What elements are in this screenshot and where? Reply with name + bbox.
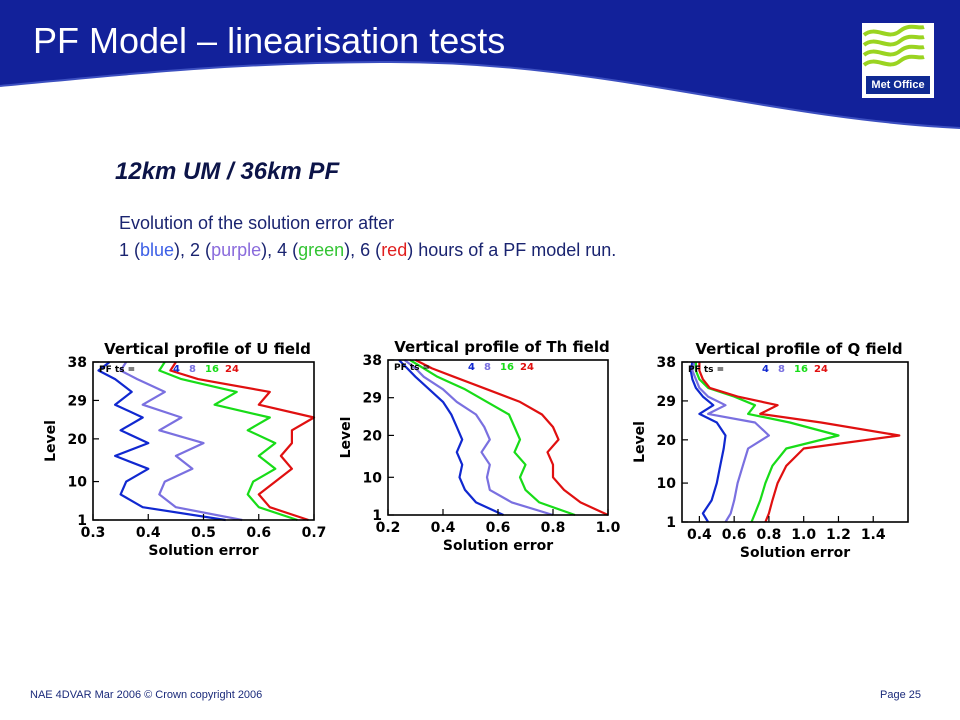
chart-u-ytick-label: 10: [68, 475, 88, 491]
header-background: [0, 0, 960, 129]
chart-th-xtick-label: 1.0: [596, 520, 621, 536]
chart-q-ytick-label: 10: [657, 476, 677, 492]
chart-u-xtick-label: 0.5: [191, 525, 216, 541]
chart-q-xtick-label: 0.8: [757, 527, 782, 543]
chart-u-ytick-label: 1: [77, 513, 87, 529]
desc-purple-word: purple: [211, 240, 262, 260]
chart-th-legend-item: 16: [500, 362, 514, 373]
chart-q-series-8: [691, 361, 770, 523]
desc-red-word: red: [381, 240, 408, 260]
chart-th-series-4: [398, 359, 504, 517]
chart-u-xlabel: Solution error: [148, 543, 258, 559]
chart-q-ytick-label: 29: [657, 394, 676, 410]
chart-q-xtick-label: 1.0: [791, 527, 816, 543]
chart-th-xlabel: Solution error: [443, 538, 553, 554]
chart-q-series-16: [694, 362, 840, 523]
desc-text: ), 2 (: [174, 240, 212, 260]
chart-u-legend-prefix: PF ts =: [99, 365, 135, 375]
chart-q-ylabel: Level: [632, 421, 648, 463]
chart-th-ytick-label: 38: [363, 353, 382, 369]
chart-u-xtick-label: 0.3: [81, 525, 106, 541]
chart-q-ytick-label: 38: [657, 355, 676, 371]
chart-th-xtick-label: 0.4: [431, 520, 456, 536]
chart-th-ylabel: Level: [340, 417, 354, 459]
met-office-logo: Met Office: [862, 23, 934, 98]
logo-text: Met Office: [866, 76, 930, 94]
slide-header: PF Model – linearisation tests Met Offic…: [0, 0, 960, 130]
chart-q-ytick-label: 1: [666, 515, 676, 531]
chart-th-xtick-label: 0.6: [486, 520, 511, 536]
chart-u-series-4: [97, 361, 226, 522]
chart-q-series-4: [689, 361, 727, 523]
chart-q-plot-frame: [681, 361, 909, 523]
chart-u-legend-item: 4: [173, 364, 180, 375]
chart-th-legend-item: 4: [468, 362, 475, 373]
chart-q-xtick-label: 1.4: [861, 527, 886, 543]
chart-q-xtick-label: 0.6: [722, 527, 747, 543]
slide-subtitle: 12km UM / 36km PF: [115, 158, 340, 185]
description-line-2: 1 (blue), 2 (purple), 4 (green), 6 (red)…: [119, 237, 616, 264]
chart-th-legend-prefix: PF ts =: [394, 363, 430, 373]
chart-u-ytick-label: 29: [68, 393, 87, 409]
header-band: [0, 0, 960, 128]
header-edge: [0, 60, 960, 129]
chart-u-xtick-label: 0.6: [246, 525, 271, 541]
chart-q-field: Vertical profile of Q field 1 10 20 29 38 0.4 0…: [632, 340, 909, 561]
desc-text: ) hours of a PF model run.: [407, 240, 617, 260]
chart-q-legend-item: 4: [762, 364, 769, 375]
logo-wave-icon: [862, 24, 925, 67]
chart-th-ytick-label: 29: [363, 391, 382, 407]
chart-th-xtick-label: 0.8: [541, 520, 566, 536]
chart-q-legend-item: 8: [778, 364, 785, 375]
chart-q-title: Vertical profile of Q field: [695, 340, 902, 358]
chart-th-ytick-label: 20: [363, 428, 383, 444]
chart-th-legend-item: 24: [520, 362, 534, 373]
chart-q-xlabel: Solution error: [740, 545, 850, 561]
chart-th-ytick-label: 1: [372, 508, 382, 524]
description: Evolution of the solution error after 1 …: [119, 210, 616, 264]
chart-th-series-16: [409, 359, 576, 517]
desc-blue-word: blue: [140, 240, 175, 260]
chart-th-ytick-label: 10: [363, 470, 383, 486]
chart-th-legend-item: 8: [484, 362, 491, 373]
chart-q-xtick-label: 1.2: [826, 527, 851, 543]
chart-u-series-8: [119, 361, 243, 522]
description-line-1: Evolution of the solution error after: [119, 213, 395, 233]
chart-th-series-24: [415, 359, 609, 517]
chart-u-xtick-label: 0.7: [302, 525, 327, 541]
desc-text: ), 6 (: [344, 240, 382, 260]
chart-th-title: Vertical profile of Th field: [394, 338, 610, 356]
chart-q-ytick-label: 20: [657, 433, 677, 449]
footer-copyright: NAE 4DVAR Mar 2006 © Crown copyright 200…: [30, 689, 263, 701]
chart-q-xtick-label: 0.4: [687, 527, 712, 543]
chart-u-legend-item: 16: [205, 364, 219, 375]
slide-title: PF Model – linearisation tests: [33, 20, 506, 61]
chart-u-plot-frame: [92, 361, 315, 521]
chart-th-xtick-label: 0.2: [376, 520, 401, 536]
desc-text: ), 4 (: [261, 240, 299, 260]
chart-th-series-8: [403, 359, 554, 517]
chart-q-legend-item: 24: [814, 364, 828, 375]
desc-text: 1 (: [119, 240, 141, 260]
chart-u-series-16: [158, 361, 298, 522]
chart-u-xtick-label: 0.4: [136, 525, 161, 541]
footer-page-number: Page 25: [880, 689, 921, 701]
chart-q-legend-item: 16: [794, 364, 808, 375]
desc-green-word: green: [298, 240, 345, 260]
chart-u-legend-item: 8: [189, 364, 196, 375]
chart-th-field: Vertical profile of Th field 1 10 20 29 38 0.2…: [340, 338, 621, 554]
chart-u-title: Vertical profile of U field: [104, 340, 311, 358]
chart-u-series-24: [169, 361, 316, 522]
chart-q-legend-prefix: PF ts =: [688, 365, 724, 375]
chart-u-ytick-label: 20: [68, 432, 88, 448]
chart-u-legend-item: 24: [225, 364, 239, 375]
chart-q-series-24: [698, 362, 901, 523]
chart-u-ylabel: Level: [43, 420, 59, 462]
chart-u-ytick-label: 38: [68, 355, 87, 371]
chart-u-field: Vertical profile of U field 1 10 20 29 38 0.3 0…: [43, 340, 327, 559]
